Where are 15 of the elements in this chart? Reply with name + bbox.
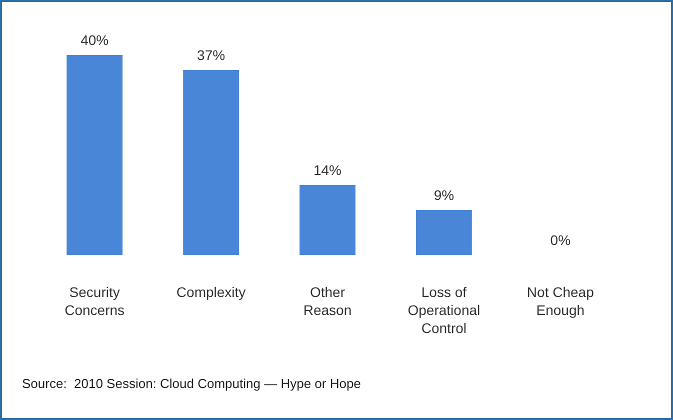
data-label: 14% bbox=[313, 162, 342, 178]
x-tick-label: Other Reason bbox=[303, 284, 352, 318]
x-tick-label: Loss of Operational Control bbox=[408, 284, 480, 336]
source-note: Source: 2010 Session: Cloud Computing — Hype or Hope bbox=[22, 376, 361, 391]
data-label: 40% bbox=[80, 32, 109, 48]
data-label: 0% bbox=[550, 232, 571, 248]
x-tick-label: Not Cheap Enough bbox=[526, 284, 594, 318]
bar bbox=[66, 55, 123, 255]
bar bbox=[300, 185, 356, 255]
bar bbox=[416, 210, 472, 255]
data-label: 37% bbox=[197, 47, 226, 63]
x-tick-label: Security Concerns bbox=[64, 284, 125, 318]
bar bbox=[183, 70, 239, 255]
data-label: 9% bbox=[434, 187, 454, 203]
x-tick-label: Complexity bbox=[176, 284, 246, 300]
